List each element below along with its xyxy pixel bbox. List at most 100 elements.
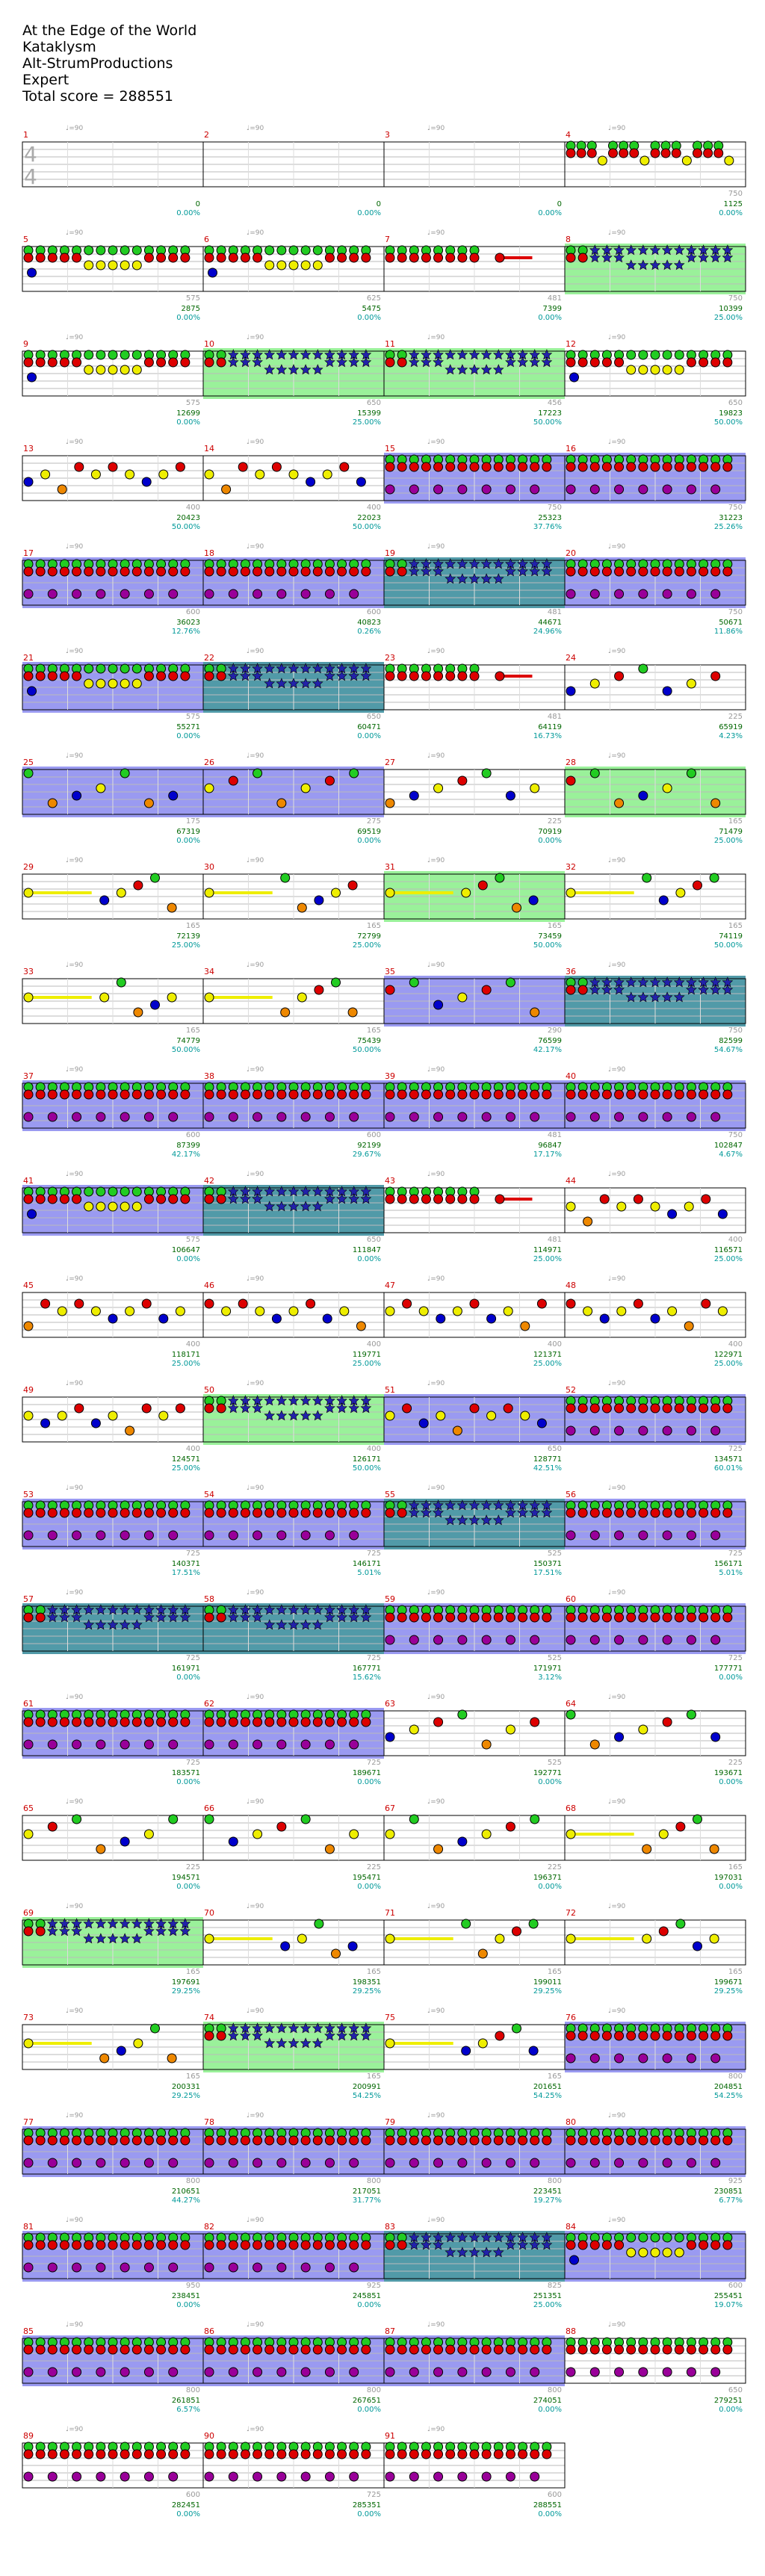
note-gem — [120, 2449, 130, 2459]
measure-number: 28 — [566, 758, 576, 767]
star-note-icon — [517, 566, 528, 577]
note-gem — [337, 253, 347, 263]
measure-number: 4 — [566, 130, 571, 140]
note-gem — [710, 671, 721, 681]
note-gem — [650, 148, 660, 158]
note-gem — [589, 678, 600, 689]
note-gem — [204, 1112, 214, 1122]
measure-bpm: 725 — [186, 1759, 200, 1767]
star-note-icon — [517, 2239, 528, 2250]
note-gem — [589, 2158, 600, 2168]
note-gem — [23, 2367, 34, 2377]
star-note-icon — [83, 1619, 95, 1630]
measure-score: 126171 — [353, 1455, 381, 1464]
note-gem — [349, 2158, 359, 2168]
note-gem — [445, 253, 456, 263]
note-gem — [503, 1306, 513, 1316]
sustain-bar — [28, 2042, 92, 2045]
tempo-label: ♩=90 — [247, 1694, 264, 1701]
measure-percent: 42.51% — [533, 1464, 562, 1473]
measure-number: 35 — [385, 967, 395, 976]
note-gem — [96, 1186, 106, 1197]
star-note-icon — [324, 1402, 335, 1414]
note-gem — [168, 1508, 179, 1518]
note-gem — [216, 566, 226, 577]
note-gem — [686, 2053, 696, 2063]
note-gem — [23, 992, 34, 1003]
note-gem — [397, 357, 407, 368]
note-gem — [530, 1635, 540, 1645]
measure-score: 15399 — [357, 409, 381, 418]
note-gem — [324, 2344, 335, 2355]
tempo-label: ♩=90 — [66, 1903, 84, 1910]
note-gem — [686, 2367, 696, 2377]
artist-name: Kataklysm — [22, 39, 96, 55]
note-gem — [23, 2471, 34, 2482]
note-gem — [23, 768, 34, 778]
measure-score: 204851 — [714, 2083, 743, 2091]
note-gem — [626, 1403, 637, 1414]
note-gem — [481, 2367, 492, 2377]
measure-number: 23 — [385, 653, 395, 663]
note-gem — [566, 1933, 576, 1944]
tempo-label: ♩=90 — [66, 752, 84, 760]
note-gem — [216, 357, 226, 368]
measure-percent: 0.00% — [176, 1883, 200, 1891]
note-gem — [566, 775, 576, 786]
note-gem — [312, 260, 323, 270]
tempo-label: ♩=90 — [66, 2112, 84, 2120]
measure-number: 27 — [385, 758, 395, 767]
tempo-label: ♩=90 — [608, 857, 626, 864]
measure-percent: 6.57% — [176, 2406, 200, 2414]
measure-percent: 0.00% — [357, 1778, 381, 1786]
note-gem — [512, 902, 521, 913]
star-note-icon — [312, 1604, 323, 1615]
note-gem — [96, 1739, 106, 1750]
note-gem — [47, 253, 58, 263]
note-gem — [686, 566, 696, 577]
note-gem — [385, 1933, 395, 1944]
note-gem — [626, 1508, 637, 1518]
note-gem — [638, 790, 648, 801]
note-gem — [566, 2240, 576, 2250]
note-gem — [638, 484, 648, 495]
note-gem — [238, 462, 248, 472]
note-gem — [120, 566, 130, 577]
note-gem — [495, 671, 505, 681]
note-gem — [481, 1739, 492, 1750]
star-note-icon — [240, 356, 251, 368]
measure-number: 54 — [204, 1490, 214, 1499]
note-gem — [337, 2344, 347, 2355]
note-gem — [300, 1530, 311, 1541]
sustain-bar — [571, 1937, 634, 1940]
star-note-icon — [529, 566, 541, 577]
note-gem — [642, 873, 652, 883]
star-note-icon — [227, 670, 239, 681]
note-gem — [566, 462, 576, 472]
note-gem — [96, 245, 106, 256]
star-note-icon — [276, 1395, 288, 1406]
note-gem — [699, 1403, 709, 1414]
note-gem — [116, 977, 126, 988]
note-gem — [143, 671, 154, 681]
note-gem — [542, 1612, 552, 1623]
note-gem — [650, 1508, 660, 1518]
measure-score: 199011 — [533, 1978, 562, 1987]
note-gem — [512, 2023, 521, 2034]
note-gem — [168, 671, 179, 681]
note-gem — [116, 2046, 126, 2056]
note-gem — [457, 2471, 468, 2482]
note-gem — [72, 2449, 82, 2459]
star-note-icon — [276, 1186, 288, 1197]
star-note-icon — [433, 566, 444, 577]
note-gem — [349, 1717, 359, 1727]
note-gem — [699, 2240, 709, 2250]
star-note-icon — [433, 356, 444, 368]
measure-number: 77 — [23, 2117, 34, 2127]
measure-score: 96847 — [538, 1142, 562, 1150]
measure-score: 55271 — [176, 723, 200, 731]
measure-number: 75 — [385, 2013, 395, 2022]
note-gem — [583, 1306, 593, 1316]
note-gem — [125, 469, 135, 480]
note-gem — [158, 1411, 169, 1421]
